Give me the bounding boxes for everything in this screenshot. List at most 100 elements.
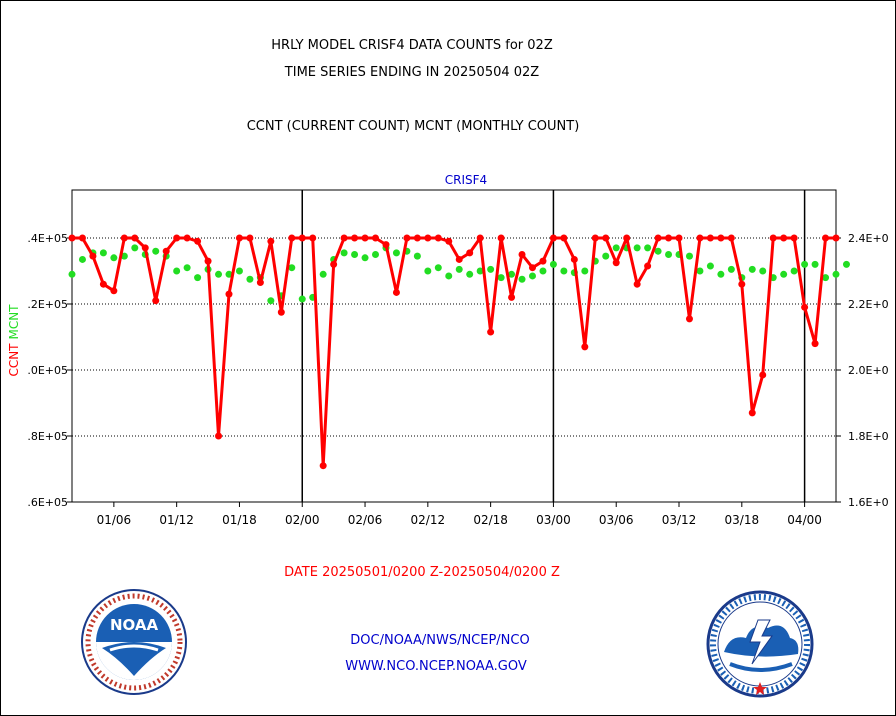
data-point-ccnt <box>361 234 369 242</box>
data-point-mcnt <box>654 247 662 255</box>
data-point-ccnt <box>518 251 526 258</box>
data-point-mcnt <box>361 254 369 262</box>
data-point-mcnt <box>560 267 568 275</box>
data-point-mcnt <box>246 275 254 283</box>
data-point-ccnt <box>633 280 641 288</box>
data-point-mcnt <box>832 270 840 278</box>
data-point-mcnt <box>68 270 76 278</box>
data-point-mcnt <box>842 260 850 268</box>
data-point-ccnt <box>434 234 442 242</box>
data-point-ccnt <box>110 287 118 295</box>
data-point-mcnt <box>413 252 421 260</box>
plot-title: CRISF4 <box>445 173 487 187</box>
data-point-mcnt <box>780 270 788 278</box>
date-range-label: DATE 20250501/0200 Z-20250504/0200 Z <box>284 565 560 580</box>
data-point-ccnt <box>696 234 704 242</box>
data-point-mcnt <box>215 270 223 278</box>
data-point-mcnt <box>748 265 756 273</box>
data-point-ccnt <box>581 343 589 351</box>
data-point-mcnt <box>612 244 620 252</box>
data-point-mcnt <box>298 295 306 303</box>
data-point-ccnt <box>654 234 662 242</box>
data-point-ccnt <box>277 308 285 316</box>
data-point-ccnt <box>68 234 76 242</box>
data-point-ccnt <box>780 234 788 242</box>
data-point-mcnt <box>665 251 673 258</box>
data-point-mcnt <box>110 254 118 262</box>
x-tick-label: 01/06 <box>97 513 132 527</box>
data-point-mcnt <box>340 249 348 257</box>
data-point-mcnt <box>434 264 442 272</box>
data-point-mcnt <box>194 274 202 282</box>
x-tick-label: 01/12 <box>159 513 194 527</box>
data-point-mcnt <box>476 267 484 275</box>
data-point-ccnt <box>675 234 683 242</box>
y-tick-label-right: 1.8E+0 <box>848 430 889 443</box>
data-point-mcnt <box>822 274 830 282</box>
data-point-mcnt <box>99 249 107 257</box>
data-point-ccnt <box>99 280 107 288</box>
data-point-mcnt <box>790 267 798 275</box>
footer-agency-text[interactable]: DOC/NOAA/NWS/NCEP/NCO <box>350 633 530 648</box>
data-point-ccnt <box>549 234 557 242</box>
data-point-ccnt <box>382 241 390 249</box>
data-point-ccnt <box>644 262 652 270</box>
data-point-mcnt <box>131 244 139 252</box>
data-point-ccnt <box>570 255 578 263</box>
data-point-ccnt <box>612 259 620 267</box>
data-point-ccnt <box>194 237 202 245</box>
data-point-ccnt <box>445 237 453 245</box>
data-point-mcnt <box>319 270 327 278</box>
data-point-mcnt <box>518 275 526 283</box>
y-tick-label-right: 2.2E+0 <box>848 298 889 311</box>
data-point-mcnt <box>183 264 191 272</box>
data-point-ccnt <box>89 252 97 260</box>
data-point-mcnt <box>508 270 516 278</box>
data-point-mcnt <box>759 267 767 275</box>
y-tick-label-left: .4E+05 <box>27 232 68 245</box>
data-point-ccnt <box>288 234 296 242</box>
data-point-ccnt <box>319 462 327 470</box>
nws-logo <box>706 590 814 698</box>
footer-url-link[interactable]: WWW.NCO.NCEP.NOAA.GOV <box>345 659 527 674</box>
x-tick-label: 02/12 <box>411 513 446 527</box>
data-point-ccnt <box>403 234 411 242</box>
data-point-mcnt <box>727 265 735 273</box>
y-axis-label-mcnt: MCNT <box>7 304 21 340</box>
data-point-mcnt <box>497 274 505 282</box>
x-tick-label: 02/06 <box>348 513 383 527</box>
data-point-ccnt <box>560 234 568 242</box>
data-point-mcnt <box>445 272 453 280</box>
data-point-ccnt <box>162 247 170 255</box>
data-point-ccnt <box>78 234 86 242</box>
data-point-mcnt <box>225 270 233 278</box>
data-point-mcnt <box>288 264 296 272</box>
data-point-ccnt <box>717 234 725 242</box>
data-point-ccnt <box>769 234 777 242</box>
data-point-ccnt <box>822 234 830 242</box>
data-point-ccnt <box>235 234 243 242</box>
data-point-mcnt <box>549 260 557 268</box>
data-point-ccnt <box>602 234 610 242</box>
data-point-mcnt <box>801 260 809 268</box>
data-point-mcnt <box>78 255 86 263</box>
data-point-ccnt <box>497 234 505 242</box>
x-tick-label: 01/18 <box>222 513 257 527</box>
data-point-ccnt <box>424 234 432 242</box>
data-point-mcnt <box>455 265 463 273</box>
data-point-ccnt <box>759 371 767 379</box>
y-tick-label-left: .6E+05 <box>27 496 68 509</box>
data-point-mcnt <box>487 265 495 273</box>
data-point-ccnt <box>152 297 160 305</box>
x-tick-label: 03/18 <box>725 513 760 527</box>
noaa-logo-text: NOAA <box>110 616 159 634</box>
data-point-ccnt <box>476 234 484 242</box>
x-tick-label: 03/06 <box>599 513 634 527</box>
data-point-ccnt <box>204 257 212 265</box>
data-point-mcnt <box>811 260 819 268</box>
data-point-ccnt <box>298 234 306 242</box>
data-point-ccnt <box>330 260 338 268</box>
y-tick-label-left: .0E+05 <box>27 364 68 377</box>
data-point-ccnt <box>455 255 463 263</box>
data-point-mcnt <box>539 267 547 275</box>
